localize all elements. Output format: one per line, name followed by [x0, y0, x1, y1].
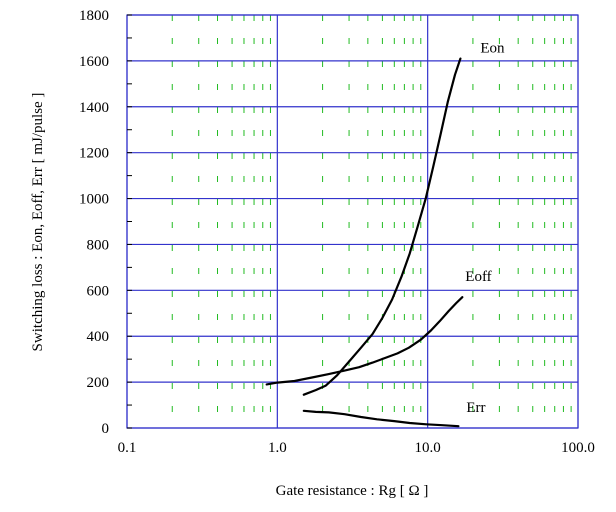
- y-tick-label: 1400: [79, 100, 109, 116]
- x-tick-label: 1.0: [268, 440, 287, 456]
- series-line-err: [302, 409, 460, 428]
- x-tick-label: 100.0: [561, 440, 595, 456]
- y-axis-title: Switching loss : Eon, Eoff, Err [ mJ/pul…: [30, 93, 46, 352]
- x-tick-labels: 0.1 1.0 10.0 100.0: [118, 440, 595, 456]
- x-axis-title: Gate resistance : Rg [ Ω ]: [276, 483, 429, 499]
- y-tick-labels: 0 200 400 600 800 1000 1200 1400 1600 1800: [79, 8, 109, 437]
- series-labels: Eon Eoff Err: [465, 41, 505, 417]
- series-label-eoff: Eoff: [465, 269, 491, 285]
- y-tick-label: 0: [102, 421, 110, 437]
- series-line-eon: [302, 57, 462, 396]
- y-tick-label: 1000: [79, 192, 109, 208]
- y-tick-label: 1600: [79, 54, 109, 70]
- y-tick-label: 1800: [79, 8, 109, 24]
- plot-frame: [126, 14, 579, 429]
- y-tick-label: 400: [87, 329, 110, 345]
- y-tick-label: 1200: [79, 146, 109, 162]
- series-label-eon: Eon: [480, 41, 505, 57]
- major-grid: [126, 14, 579, 429]
- series-lines: [265, 57, 464, 428]
- x-tick-label: 0.1: [118, 440, 137, 456]
- y-tick-label: 800: [87, 237, 110, 253]
- series-line-eoff: [265, 296, 464, 386]
- series-label-err: Err: [466, 400, 485, 416]
- y-tick-label: 600: [87, 283, 110, 299]
- minor-grid: [171, 15, 572, 428]
- y-tick-label: 200: [87, 375, 110, 391]
- y-tick-marks: [127, 14, 132, 429]
- x-tick-label: 10.0: [415, 440, 441, 456]
